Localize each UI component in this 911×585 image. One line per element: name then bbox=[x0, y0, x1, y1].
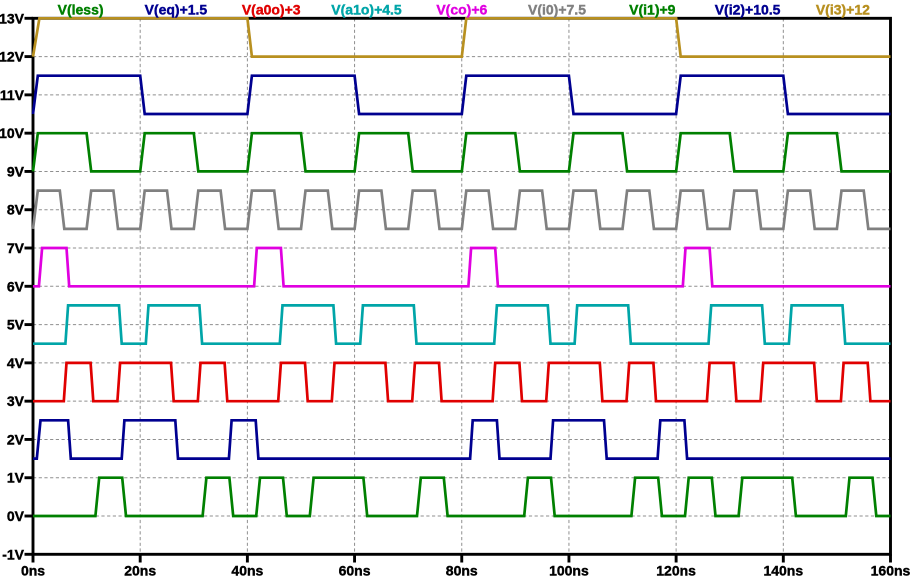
svg-text:2V: 2V bbox=[7, 431, 25, 447]
svg-text:100ns: 100ns bbox=[549, 563, 589, 579]
svg-text:13V: 13V bbox=[0, 10, 25, 26]
svg-text:4V: 4V bbox=[7, 355, 25, 371]
svg-text:7V: 7V bbox=[7, 240, 25, 256]
svg-text:120ns: 120ns bbox=[656, 563, 696, 579]
svg-text:-1V: -1V bbox=[2, 546, 24, 562]
svg-text:20ns: 20ns bbox=[124, 563, 156, 579]
svg-text:0ns: 0ns bbox=[21, 563, 45, 579]
svg-text:6V: 6V bbox=[7, 278, 25, 294]
svg-text:140ns: 140ns bbox=[763, 563, 803, 579]
svg-text:V(eq)+1.5: V(eq)+1.5 bbox=[145, 2, 208, 18]
svg-text:40ns: 40ns bbox=[231, 563, 263, 579]
svg-text:1V: 1V bbox=[7, 470, 25, 486]
svg-text:V(i3)+12: V(i3)+12 bbox=[816, 2, 870, 18]
svg-text:10V: 10V bbox=[0, 125, 25, 141]
svg-text:0V: 0V bbox=[7, 508, 25, 524]
svg-text:160ns: 160ns bbox=[871, 563, 911, 579]
svg-text:V(co)+6: V(co)+6 bbox=[436, 2, 487, 18]
svg-text:60ns: 60ns bbox=[339, 563, 371, 579]
svg-text:V(less): V(less) bbox=[58, 2, 104, 18]
svg-text:9V: 9V bbox=[7, 163, 25, 179]
svg-text:8V: 8V bbox=[7, 202, 25, 218]
svg-text:V(i2)+10.5: V(i2)+10.5 bbox=[715, 2, 781, 18]
svg-text:5V: 5V bbox=[7, 317, 25, 333]
svg-text:80ns: 80ns bbox=[446, 563, 478, 579]
svg-text:V(a0o)+3: V(a0o)+3 bbox=[242, 2, 301, 18]
svg-text:V(i0)+7.5: V(i0)+7.5 bbox=[528, 2, 586, 18]
svg-text:3V: 3V bbox=[7, 393, 25, 409]
svg-text:V(i1)+9: V(i1)+9 bbox=[629, 2, 676, 18]
svg-text:12V: 12V bbox=[0, 49, 25, 65]
svg-text:11V: 11V bbox=[0, 87, 25, 103]
svg-text:V(a1o)+4.5: V(a1o)+4.5 bbox=[331, 2, 402, 18]
